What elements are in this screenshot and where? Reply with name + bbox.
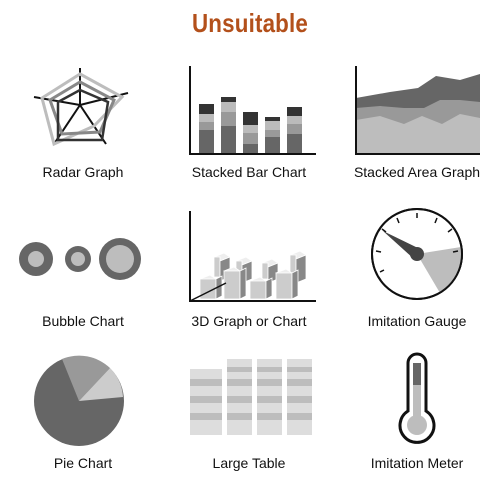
item-label: Stacked Area Graph <box>353 164 481 180</box>
item-label: Pie Chart <box>53 455 113 471</box>
item-stacked-bar-chart: Stacked Bar Chart <box>166 60 332 200</box>
item-label: Imitation Meter <box>370 455 464 471</box>
pie-chart-icon <box>34 355 124 446</box>
item-bubble-chart: Bubble Chart <box>0 205 166 345</box>
stacked-bar-chart-icon <box>189 66 316 155</box>
item-large-table: Large Table <box>166 345 332 485</box>
item-label: Imitation Gauge <box>367 313 467 329</box>
item-radar-graph: Radar Graph <box>0 60 166 200</box>
large-table-icon <box>190 359 312 435</box>
item-label: Bubble Chart <box>42 313 124 329</box>
item-pie-chart: Pie Chart <box>0 345 166 485</box>
3d-graph-icon <box>189 211 316 302</box>
imitation-gauge-icon <box>371 208 463 300</box>
item-label: Stacked Bar Chart <box>191 164 307 180</box>
stacked-area-graph-icon <box>355 66 480 155</box>
item-imitation-meter: Imitation Meter <box>334 345 500 485</box>
item-3d-graph: 3D Graph or Chart <box>166 205 332 345</box>
item-label: Large Table <box>212 455 286 471</box>
imitation-meter-icon <box>398 352 436 444</box>
item-imitation-gauge: Imitation Gauge <box>334 205 500 345</box>
item-label: Radar Graph <box>42 164 124 180</box>
page-title: Unsuitable <box>191 8 309 38</box>
item-stacked-area-graph: Stacked Area Graph <box>334 60 500 200</box>
radar-graph-icon <box>33 68 129 147</box>
item-label: 3D Graph or Chart <box>191 313 307 329</box>
bubble-chart-icon <box>19 238 141 280</box>
